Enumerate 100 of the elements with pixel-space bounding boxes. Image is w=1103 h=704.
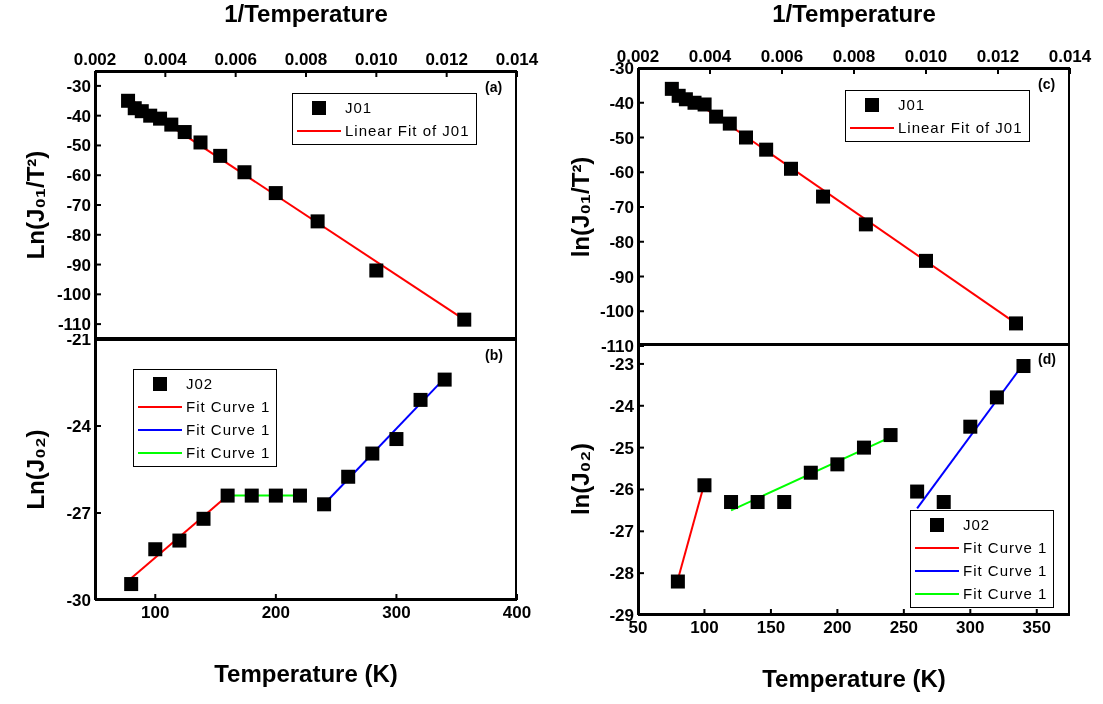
- y-tick-label: -25: [609, 438, 634, 458]
- legend-label: J01: [898, 95, 926, 115]
- legend-label: Fit Curve 1: [963, 538, 1048, 558]
- y-tick-label: -60: [609, 163, 634, 183]
- y-tick-label: -70: [66, 196, 91, 216]
- y-tick-label: -40: [66, 106, 91, 126]
- x-tick-label: 0.014: [1048, 47, 1092, 66]
- y-tick-label: -80: [609, 232, 634, 252]
- x-tick-label: 0.006: [214, 50, 257, 69]
- point: [777, 495, 792, 510]
- y-tick-label: -27: [66, 504, 91, 524]
- point: [292, 488, 307, 503]
- point: [268, 186, 283, 201]
- x-tick-label: 100: [690, 618, 719, 638]
- y-tick-label: -80: [66, 225, 91, 245]
- point: [164, 117, 179, 132]
- legend-label: Fit Curve 1: [963, 584, 1048, 604]
- y-tick-label: -50: [66, 136, 91, 156]
- y-tick-label: -30: [66, 591, 91, 611]
- x-axis-title: 1/Temperature: [224, 0, 388, 28]
- point: [457, 312, 472, 327]
- y-tick-label: -24: [66, 417, 92, 437]
- x-axis-title: Temperature (K): [214, 660, 398, 687]
- point: [709, 109, 724, 124]
- y-axis-title: Ln(J₀₁/T²): [21, 150, 49, 260]
- x-tick-label: 400: [502, 603, 532, 623]
- point: [172, 533, 187, 548]
- point: [437, 372, 452, 387]
- point: [963, 419, 978, 434]
- point: [317, 497, 332, 512]
- legend-label: J02: [186, 374, 214, 394]
- y-axis-title: ln(J₀₂): [566, 442, 594, 516]
- y-tick-label: -100: [599, 302, 634, 322]
- point: [697, 478, 712, 493]
- x-axis-title: Temperature (K): [762, 665, 946, 692]
- point: [697, 97, 712, 112]
- x-tick-label: 0.002: [73, 50, 117, 69]
- y-tick-label: -100: [56, 285, 91, 305]
- x-tick-label: 250: [889, 618, 919, 638]
- point: [369, 263, 384, 278]
- point: [883, 428, 898, 443]
- x-tick-label: 0.008: [284, 50, 328, 69]
- point: [739, 130, 753, 145]
- point: [124, 577, 139, 592]
- x-tick-label: 0.004: [144, 50, 188, 69]
- point: [989, 390, 1004, 405]
- point: [750, 495, 765, 510]
- point: [413, 392, 428, 407]
- x-tick-label: 0.010: [355, 50, 398, 69]
- point: [341, 469, 356, 484]
- x-tick-label: 0.014: [495, 50, 539, 69]
- point: [816, 189, 831, 204]
- legend-label: Fit Curve 1: [963, 561, 1048, 581]
- annotation: (a): [485, 79, 503, 95]
- point: [910, 484, 925, 499]
- y-tick-label: -70: [609, 198, 634, 218]
- y-tick-label: -110: [600, 337, 634, 357]
- legend-label: Fit Curve 1: [186, 397, 271, 417]
- x-tick-label: 300: [382, 603, 411, 623]
- legend-label: J02: [963, 515, 991, 535]
- x-tick-label: 200: [823, 618, 852, 638]
- point: [1016, 359, 1031, 374]
- legend-label: Linear Fit of J01: [345, 121, 470, 141]
- x-tick-label: 300: [956, 618, 985, 638]
- y-tick-label: -30: [66, 76, 91, 96]
- point: [177, 125, 192, 140]
- point: [919, 253, 933, 268]
- point: [237, 165, 252, 180]
- x-tick-label: 150: [756, 618, 786, 638]
- x-axis-title: 1/Temperature: [772, 0, 936, 28]
- y-tick-label: -60: [66, 166, 91, 186]
- y-tick-label: -28: [609, 564, 634, 584]
- y-axis-title: Ln(J₀₂): [21, 429, 49, 510]
- x-tick-label: 0.008: [832, 47, 876, 66]
- annotation: (c): [1038, 76, 1056, 92]
- point: [722, 116, 737, 131]
- x-tick-label: 350: [1022, 618, 1051, 638]
- point: [759, 142, 774, 157]
- point: [193, 135, 208, 150]
- point: [148, 542, 163, 557]
- y-tick-label: -24: [609, 396, 635, 416]
- y-axis-title: ln(J₀₁/T²): [566, 156, 594, 258]
- point: [196, 511, 211, 526]
- x-tick-label: 0.012: [976, 47, 1020, 66]
- point: [858, 217, 873, 232]
- point: [389, 432, 404, 447]
- point: [830, 457, 845, 472]
- y-tick-label: -23: [609, 354, 634, 374]
- point: [310, 214, 325, 229]
- x-tick-label: 0.006: [760, 47, 804, 66]
- legend-label: Linear Fit of J01: [898, 118, 1023, 138]
- point: [724, 495, 739, 510]
- point: [268, 488, 283, 503]
- annotation: (b): [485, 347, 503, 363]
- point: [670, 574, 685, 589]
- x-tick-label: 0.012: [425, 50, 468, 69]
- x-tick-label: 100: [141, 603, 170, 623]
- legend-label: J01: [345, 98, 373, 118]
- x-tick-label: 0.010: [904, 47, 948, 66]
- y-tick-label: -40: [609, 93, 634, 113]
